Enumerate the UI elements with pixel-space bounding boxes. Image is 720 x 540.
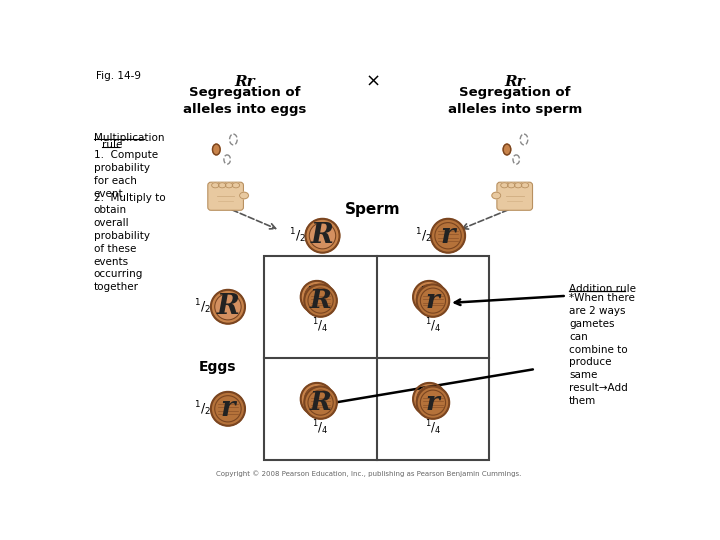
Text: $^{1}/_{4}$: $^{1}/_{4}$ [425,418,441,437]
Ellipse shape [212,183,219,188]
Text: R: R [310,288,331,313]
Text: Segregation of
alleles into eggs: Segregation of alleles into eggs [184,86,307,116]
Text: Segregation of
alleles into sperm: Segregation of alleles into sperm [448,86,582,116]
Ellipse shape [417,285,449,317]
Text: r: r [310,387,324,411]
Bar [264,256,489,460]
Text: R: R [311,222,334,249]
Ellipse shape [230,134,237,145]
Text: Multiplication: Multiplication [94,132,164,143]
Text: R: R [217,293,239,320]
FancyBboxPatch shape [497,182,533,210]
Text: r: r [221,395,235,422]
Text: $^{1}/_{2}$: $^{1}/_{2}$ [194,298,211,316]
Text: Fig. 14-9: Fig. 14-9 [96,71,141,81]
Text: rule: rule [102,140,122,150]
Text: $^{1}/_{2}$: $^{1}/_{2}$ [415,226,432,245]
Ellipse shape [305,387,330,411]
Text: Addition rule: Addition rule [569,284,636,294]
Text: r: r [441,222,455,249]
Ellipse shape [305,285,330,309]
Ellipse shape [215,294,241,320]
Ellipse shape [521,183,528,188]
Ellipse shape [301,281,333,313]
FancyBboxPatch shape [208,182,243,210]
Ellipse shape [233,183,240,188]
Ellipse shape [310,222,336,249]
Text: $^{1}/_{4}$: $^{1}/_{4}$ [425,316,441,335]
Ellipse shape [500,183,508,188]
Ellipse shape [431,219,465,253]
Ellipse shape [305,219,340,253]
Text: R: R [418,285,441,309]
Ellipse shape [417,285,442,309]
Text: Copyright © 2008 Pearson Education, Inc., publishing as Pearson Benjamin Cumming: Copyright © 2008 Pearson Education, Inc.… [216,470,522,477]
Ellipse shape [508,183,515,188]
Text: $^{1}/_{2}$: $^{1}/_{2}$ [194,400,211,418]
Text: $^{1}/_{4}$: $^{1}/_{4}$ [312,418,329,437]
Text: ×: × [365,73,380,91]
Text: r: r [426,390,440,415]
Text: Eggs: Eggs [199,360,237,374]
Ellipse shape [521,134,528,145]
Ellipse shape [225,183,233,188]
Ellipse shape [413,281,446,313]
Ellipse shape [211,392,245,426]
Ellipse shape [240,192,248,199]
Ellipse shape [212,144,220,155]
Ellipse shape [503,144,510,155]
Text: 1.  Compute
probability
for each
event: 1. Compute probability for each event [94,150,158,199]
Ellipse shape [492,192,500,199]
Text: Rr: Rr [235,75,256,89]
Text: R: R [306,285,328,309]
Ellipse shape [515,183,522,188]
Text: $^{1}/_{4}$: $^{1}/_{4}$ [312,316,329,335]
Text: 2.  Multiply to
obtain
overall
probability
of these
events
occurring
together: 2. Multiply to obtain overall probabilit… [94,193,166,292]
Text: $^{1}/_{2}$: $^{1}/_{2}$ [289,226,306,245]
Ellipse shape [218,183,226,188]
Ellipse shape [413,383,446,415]
Ellipse shape [417,387,442,411]
Text: r: r [426,288,440,313]
Text: r: r [423,387,436,411]
Ellipse shape [305,387,337,419]
Ellipse shape [301,383,333,415]
Text: R: R [310,390,331,415]
Text: *When there
are 2 ways
gametes
can
combine to
produce
same
result→Add
them: *When there are 2 ways gametes can combi… [569,294,635,406]
Ellipse shape [224,155,230,164]
Text: Rr: Rr [505,75,525,89]
Ellipse shape [305,285,337,317]
Ellipse shape [211,290,245,323]
Ellipse shape [513,155,520,164]
Ellipse shape [417,387,449,419]
Text: Sperm: Sperm [345,202,401,217]
